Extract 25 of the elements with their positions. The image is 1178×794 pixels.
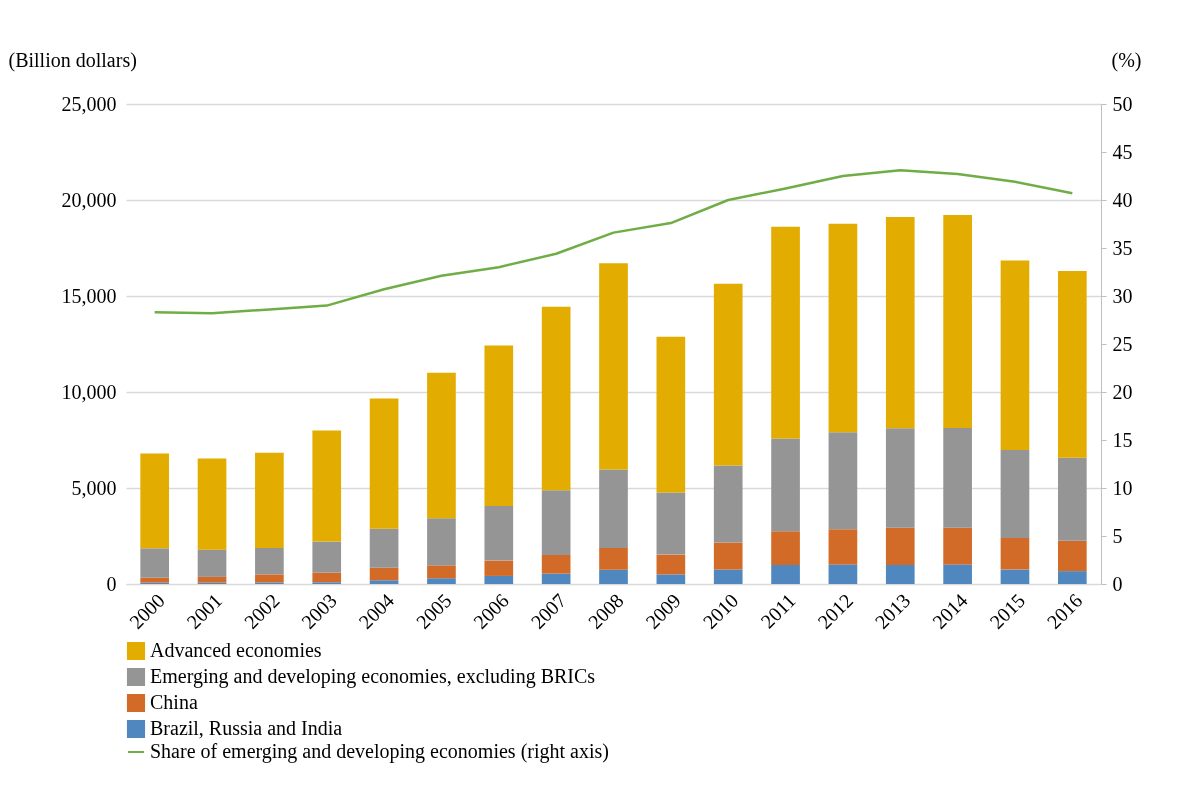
y2-tick-label: 40 [1112,188,1133,211]
y2-tick-label: 25 [1112,332,1133,355]
y2-tick-label: 15 [1112,428,1133,451]
y2-tick-label: 5 [1112,524,1123,547]
y-tick-label: 15,000 [61,284,117,307]
legend-label: Share of emerging and developing economies (right axis) [150,740,609,763]
y2-tick-label: 45 [1112,140,1133,163]
y2-tick-label: 20 [1112,380,1133,403]
y2-tick-label: 35 [1112,236,1133,259]
y-tick-label: 0 [106,572,117,595]
y-tick-label: 25,000 [61,92,117,115]
legend-label: China [150,691,198,713]
x-tick-label: 2011 [756,589,800,633]
legend-label: Emerging and developing economies, excluding BRICs [150,665,596,688]
legend-label: Advanced economies [150,639,322,661]
y-tick-label: 5,000 [71,476,117,499]
legend-label: Brazil, Russia and India [150,717,343,739]
y-tick-label: 20,000 [61,188,117,211]
y2-axis-title: (%) [1111,48,1142,72]
y2-tick-label: 0 [1112,572,1123,595]
y-tick-label: 10,000 [61,380,117,403]
y2-tick-label: 50 [1112,92,1133,115]
y-axis-title: (Billion dollars) [8,48,137,72]
y2-tick-label: 10 [1112,476,1133,499]
y2-tick-label: 30 [1112,284,1133,307]
